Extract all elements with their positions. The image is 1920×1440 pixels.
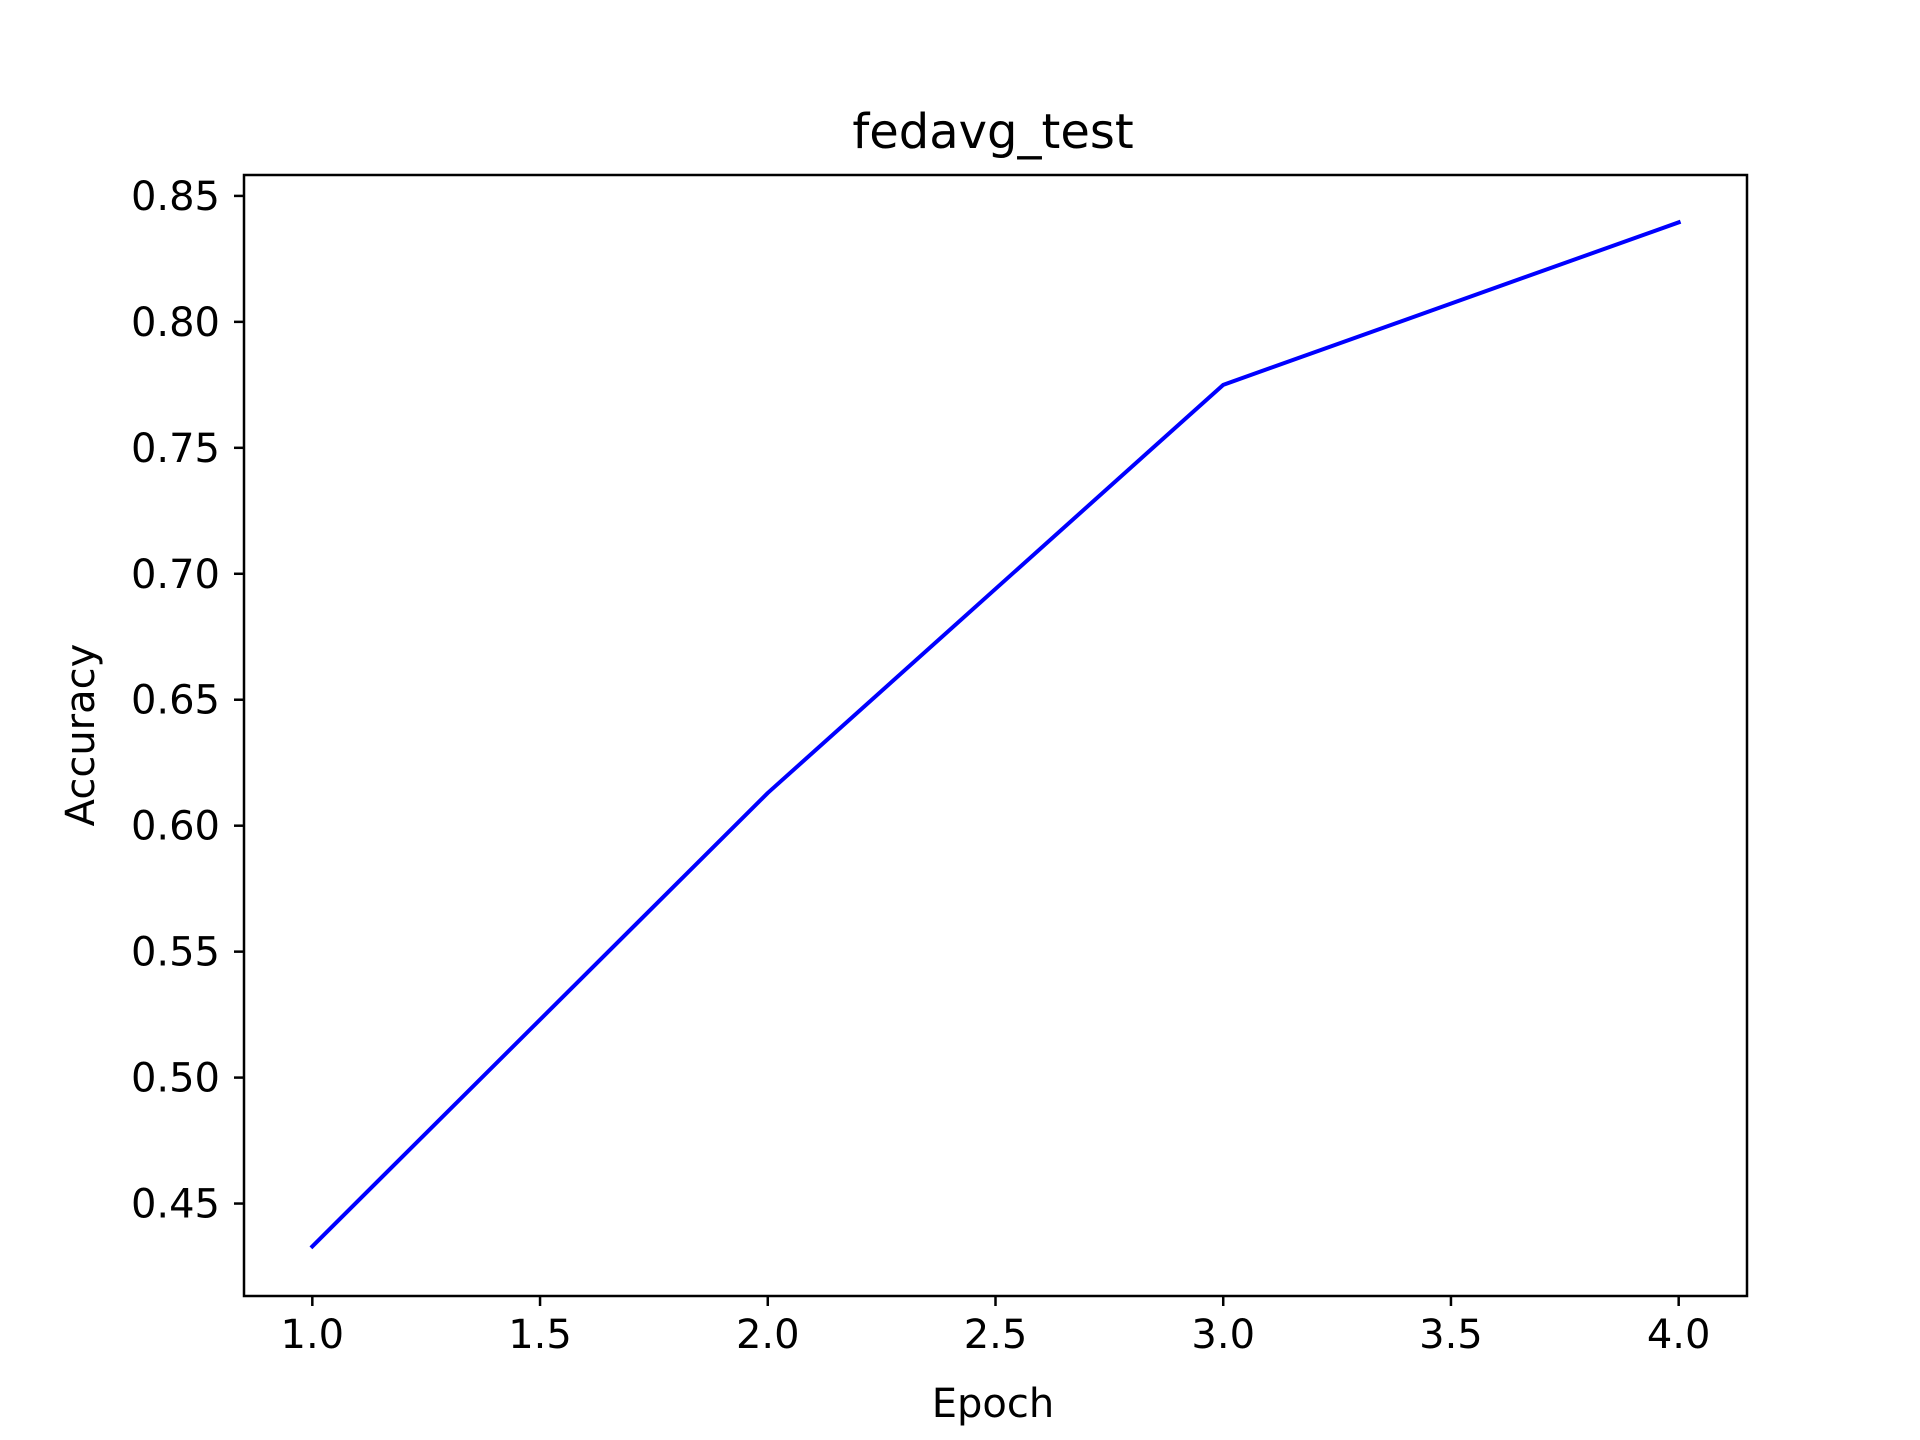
- y-tick-label: 0.50: [131, 1056, 220, 1102]
- series-layer: [309, 219, 1682, 1250]
- x-tick-label: 2.0: [736, 1312, 800, 1358]
- x-tick-label: 2.5: [964, 1312, 1028, 1358]
- y-tick-label: 0.65: [131, 678, 220, 724]
- x-tick-label: 1.5: [508, 1312, 572, 1358]
- y-tick-label: 0.45: [131, 1182, 220, 1228]
- y-tick-label: 0.60: [131, 804, 220, 850]
- x-axis: 1.0 1.5 2.0 2.5 3.0 3.5 4.0: [281, 1296, 1711, 1358]
- y-tick-label: 0.80: [131, 300, 220, 346]
- x-axis-label: Epoch: [932, 1381, 1054, 1427]
- x-tick-label: 3.5: [1419, 1312, 1483, 1358]
- x-tick-label: 1.0: [281, 1312, 345, 1358]
- x-tick-label: 3.0: [1191, 1312, 1255, 1358]
- x-tick-label: 4.0: [1647, 1312, 1711, 1358]
- y-axis: 0.45 0.50 0.55 0.60 0.65 0.70 0.75 0.80 0.85: [131, 174, 244, 1228]
- y-tick-label: 0.70: [131, 552, 220, 598]
- chart-title: fedavg_test: [852, 104, 1133, 160]
- y-tick-label: 0.85: [131, 174, 220, 220]
- y-tick-label: 0.75: [131, 426, 220, 472]
- y-axis-label: Accuracy: [58, 644, 104, 827]
- series-line: [309, 219, 1682, 1250]
- y-tick-label: 0.55: [131, 930, 220, 976]
- axes-frame: [242, 173, 1749, 1298]
